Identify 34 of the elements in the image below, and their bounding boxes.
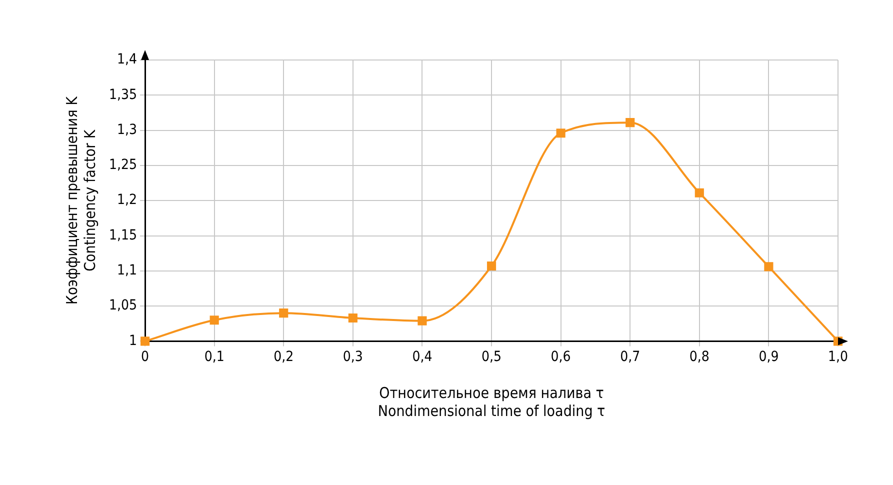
point — [210, 316, 219, 325]
point — [348, 313, 358, 323]
x-tick-label: 0,7 — [620, 349, 640, 366]
x-tick-label: 0 — [141, 349, 150, 366]
y-tick-label: 1,1 — [117, 262, 138, 279]
x-tick-label: 0,4 — [412, 349, 432, 366]
x-tick-label: 0,8 — [689, 349, 710, 366]
x-tick-label: 0,2 — [274, 349, 294, 366]
point — [418, 316, 427, 326]
point — [140, 336, 150, 346]
y-tick-label: 1 — [129, 332, 138, 349]
point — [486, 261, 496, 271]
text: Contingency factor K — [80, 130, 99, 272]
point — [694, 188, 704, 198]
point — [279, 308, 288, 318]
text: Коэффициент превышения K — [62, 96, 81, 305]
y-tick-label: 1,3 — [117, 122, 138, 138]
text: Относительное время налива τ — [379, 384, 604, 402]
x-tick-label: 0,9 — [758, 349, 779, 366]
x-tick-label: 1,0 — [828, 349, 848, 366]
point — [556, 128, 566, 138]
x-tick-label: 0,5 — [482, 349, 502, 366]
x-tick-label: 0,6 — [550, 349, 571, 366]
y-tick-label: 1,25 — [108, 157, 138, 174]
y-tick-label: 1,05 — [108, 298, 138, 314]
x-tick-label: 0,1 — [204, 349, 224, 366]
text: Nondimensional time of loading τ — [378, 402, 606, 420]
point — [626, 118, 635, 128]
y-tick-label: 1,35 — [108, 86, 138, 103]
y-tick-label: 1,2 — [117, 192, 138, 208]
x-tick-label: 0,3 — [342, 349, 363, 366]
y-tick-label: 1,15 — [108, 227, 138, 244]
y-tick-label: 1,4 — [117, 52, 138, 68]
point — [764, 262, 774, 272]
